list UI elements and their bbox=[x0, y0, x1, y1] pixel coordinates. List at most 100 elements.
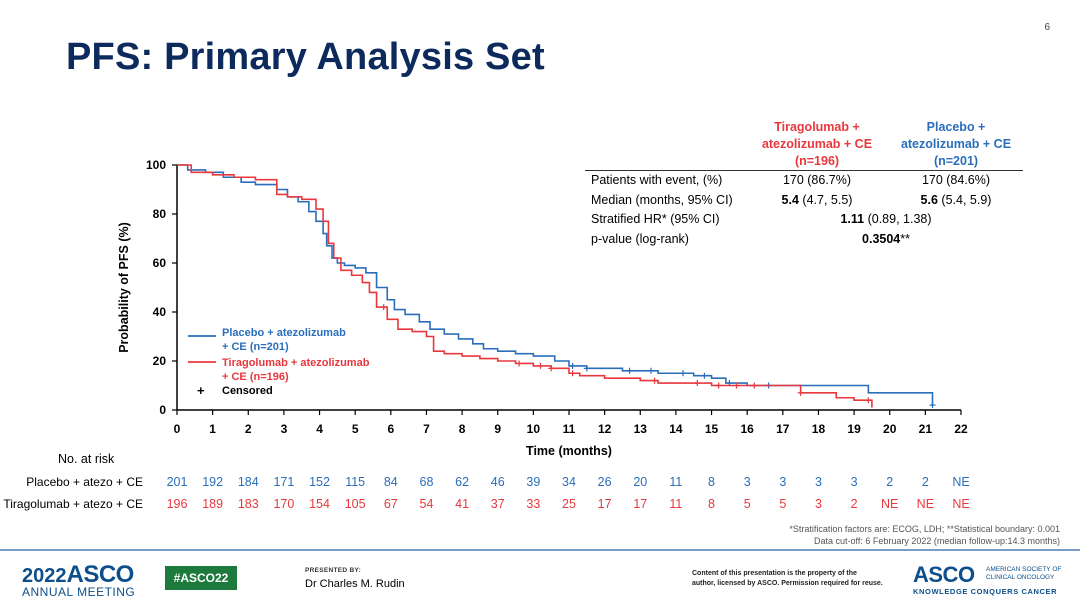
events-placebo: 170 (84.6%) bbox=[921, 173, 991, 187]
table-divider bbox=[585, 170, 1023, 171]
risk-count-placebo: 2 bbox=[921, 475, 929, 489]
censor-mark bbox=[569, 362, 576, 369]
x-tick-label: 9 bbox=[494, 422, 501, 436]
risk-count-tiragolumab: 17 bbox=[597, 497, 612, 511]
y-tick-label: 80 bbox=[153, 207, 167, 221]
row-label-pvalue: p-value (log-rank) bbox=[591, 232, 689, 246]
presenter-name: Dr Charles M. Rudin bbox=[305, 578, 405, 590]
risk-count-tiragolumab: 17 bbox=[633, 497, 648, 511]
km-curve-tiragolumab bbox=[177, 164, 873, 408]
risk-count-tiragolumab: 196 bbox=[166, 497, 188, 511]
hr-value: 1.11 bbox=[840, 212, 865, 226]
notice-line: author, licensed by ASCO. Permission req… bbox=[692, 580, 883, 587]
censor-mark bbox=[537, 362, 544, 369]
header-line: Placebo + bbox=[926, 120, 986, 134]
x-tick-label: 18 bbox=[812, 422, 826, 436]
censor-mark bbox=[797, 389, 804, 396]
risk-count-placebo: 39 bbox=[526, 475, 541, 489]
legend-tiragolumab-line1: Tiragolumab + atezolizumab bbox=[222, 357, 370, 369]
x-tick-label: 4 bbox=[316, 422, 323, 436]
risk-count-placebo: 8 bbox=[708, 475, 715, 489]
x-tick-label: 7 bbox=[423, 422, 430, 436]
hashtag-badge: #ASCO22 bbox=[165, 566, 237, 590]
p-value: 0.3504** bbox=[752, 232, 1020, 246]
risk-count-tiragolumab: 41 bbox=[455, 497, 470, 511]
censor-mark bbox=[751, 382, 758, 389]
median-placebo: 5.6 (5.4, 5.9) bbox=[892, 193, 1020, 207]
risk-count-placebo: 26 bbox=[597, 475, 612, 489]
risk-count-tiragolumab: 11 bbox=[669, 497, 683, 511]
y-tick-label: 40 bbox=[153, 305, 167, 319]
risk-count-tiragolumab: 189 bbox=[202, 497, 224, 511]
legend-tiragolumab-line2: + CE (n=196) bbox=[222, 371, 289, 383]
risk-count-tiragolumab: 33 bbox=[526, 497, 541, 511]
censor-mark bbox=[715, 382, 722, 389]
meeting-org: ASCO bbox=[66, 561, 135, 588]
x-tick-label: 5 bbox=[352, 422, 359, 436]
censor-mark bbox=[380, 304, 387, 311]
x-tick-label: 22 bbox=[954, 422, 968, 436]
censor-mark bbox=[865, 397, 872, 404]
risk-count-tiragolumab: 3 bbox=[814, 497, 822, 511]
censor-mark bbox=[516, 360, 523, 367]
censor-mark bbox=[583, 365, 590, 372]
risk-count-placebo: 3 bbox=[850, 475, 858, 489]
risk-count-placebo: 184 bbox=[237, 475, 259, 489]
risk-count-placebo: 20 bbox=[633, 475, 648, 489]
risk-count-tiragolumab: 105 bbox=[344, 497, 366, 511]
x-tick-label: 16 bbox=[741, 422, 755, 436]
events-tiragolumab: 170 (86.7%) bbox=[782, 173, 852, 187]
km-chart: 0 1 2 3 4 5 6 7 8 9 10 11 12 13 14 15 16 17 18 19 20 21 220204… bbox=[117, 158, 968, 458]
table-header-placebo: Placebo + atezolizumab + CE (n=201) bbox=[892, 119, 1020, 170]
x-tick-label: 1 bbox=[209, 422, 216, 436]
y-axis-label: Probability of PFS (%) bbox=[117, 222, 131, 353]
censor-mark bbox=[651, 377, 658, 384]
risk-count-tiragolumab: 67 bbox=[383, 497, 398, 511]
p-value-note: ** bbox=[900, 232, 910, 246]
risk-count-tiragolumab: 54 bbox=[419, 497, 434, 511]
risk-label-placebo: Placebo + atezo + CE bbox=[26, 475, 143, 489]
risk-count-placebo: 201 bbox=[166, 475, 188, 489]
p-value-number: 0.3504 bbox=[862, 232, 901, 246]
asco-logo: ASCO bbox=[913, 562, 975, 587]
y-tick-label: 60 bbox=[153, 256, 167, 270]
x-tick-label: 15 bbox=[705, 422, 719, 436]
asco-slogan: KNOWLEDGE CONQUERS CANCER bbox=[913, 587, 1058, 596]
risk-count-placebo: 152 bbox=[309, 475, 330, 489]
risk-label-tiragolumab: Tiragolumab + atezo + CE bbox=[3, 497, 143, 511]
table-header-tiragolumab: Tiragolumab + atezolizumab + CE (n=196) bbox=[752, 119, 882, 170]
risk-count-placebo: 62 bbox=[455, 475, 470, 489]
footer-rule bbox=[0, 549, 1080, 551]
row-label-events: Patients with event, (%) bbox=[591, 173, 723, 187]
presented-by-label: PRESENTED BY: bbox=[305, 567, 362, 574]
risk-count-placebo: 192 bbox=[202, 475, 224, 489]
header-line: (n=201) bbox=[933, 154, 979, 168]
risk-count-tiragolumab: 37 bbox=[490, 497, 505, 511]
x-tick-label: 8 bbox=[459, 422, 466, 436]
y-tick-label: 20 bbox=[153, 354, 167, 368]
median-tiragolumab: 5.4 (4.7, 5.5) bbox=[752, 193, 882, 207]
risk-table-heading: No. at risk bbox=[58, 452, 115, 466]
risk-count-placebo: 46 bbox=[490, 475, 505, 489]
risk-count-tiragolumab: 8 bbox=[708, 497, 715, 511]
risk-count-tiragolumab: 25 bbox=[562, 497, 576, 511]
footnote-stratification: *Stratification factors are: ECOG, LDH; … bbox=[789, 524, 1060, 534]
risk-count-tiragolumab: 170 bbox=[273, 497, 295, 511]
risk-count-tiragolumab: 183 bbox=[237, 497, 259, 511]
censor-mark bbox=[626, 367, 633, 374]
risk-count-tiragolumab: 154 bbox=[309, 497, 330, 511]
risk-count-placebo: 171 bbox=[273, 475, 295, 489]
risk-count-placebo: 3 bbox=[743, 475, 751, 489]
header-line: (n=196) bbox=[794, 154, 840, 168]
header-line: atezolizumab + CE bbox=[761, 137, 873, 151]
x-tick-label: 10 bbox=[527, 422, 541, 436]
median-value: 5.6 bbox=[920, 193, 938, 207]
copyright-notice: Content of this presentation is the prop… bbox=[692, 569, 883, 589]
risk-count-placebo: 68 bbox=[419, 475, 434, 489]
censor-mark bbox=[694, 380, 701, 387]
censor-mark bbox=[548, 365, 555, 372]
risk-count-tiragolumab: NE bbox=[881, 497, 899, 511]
legend-placebo-line2: + CE (n=201) bbox=[222, 341, 289, 353]
tagline-line: CLINICAL ONCOLOGY bbox=[986, 574, 1055, 581]
censor-mark bbox=[569, 370, 576, 377]
